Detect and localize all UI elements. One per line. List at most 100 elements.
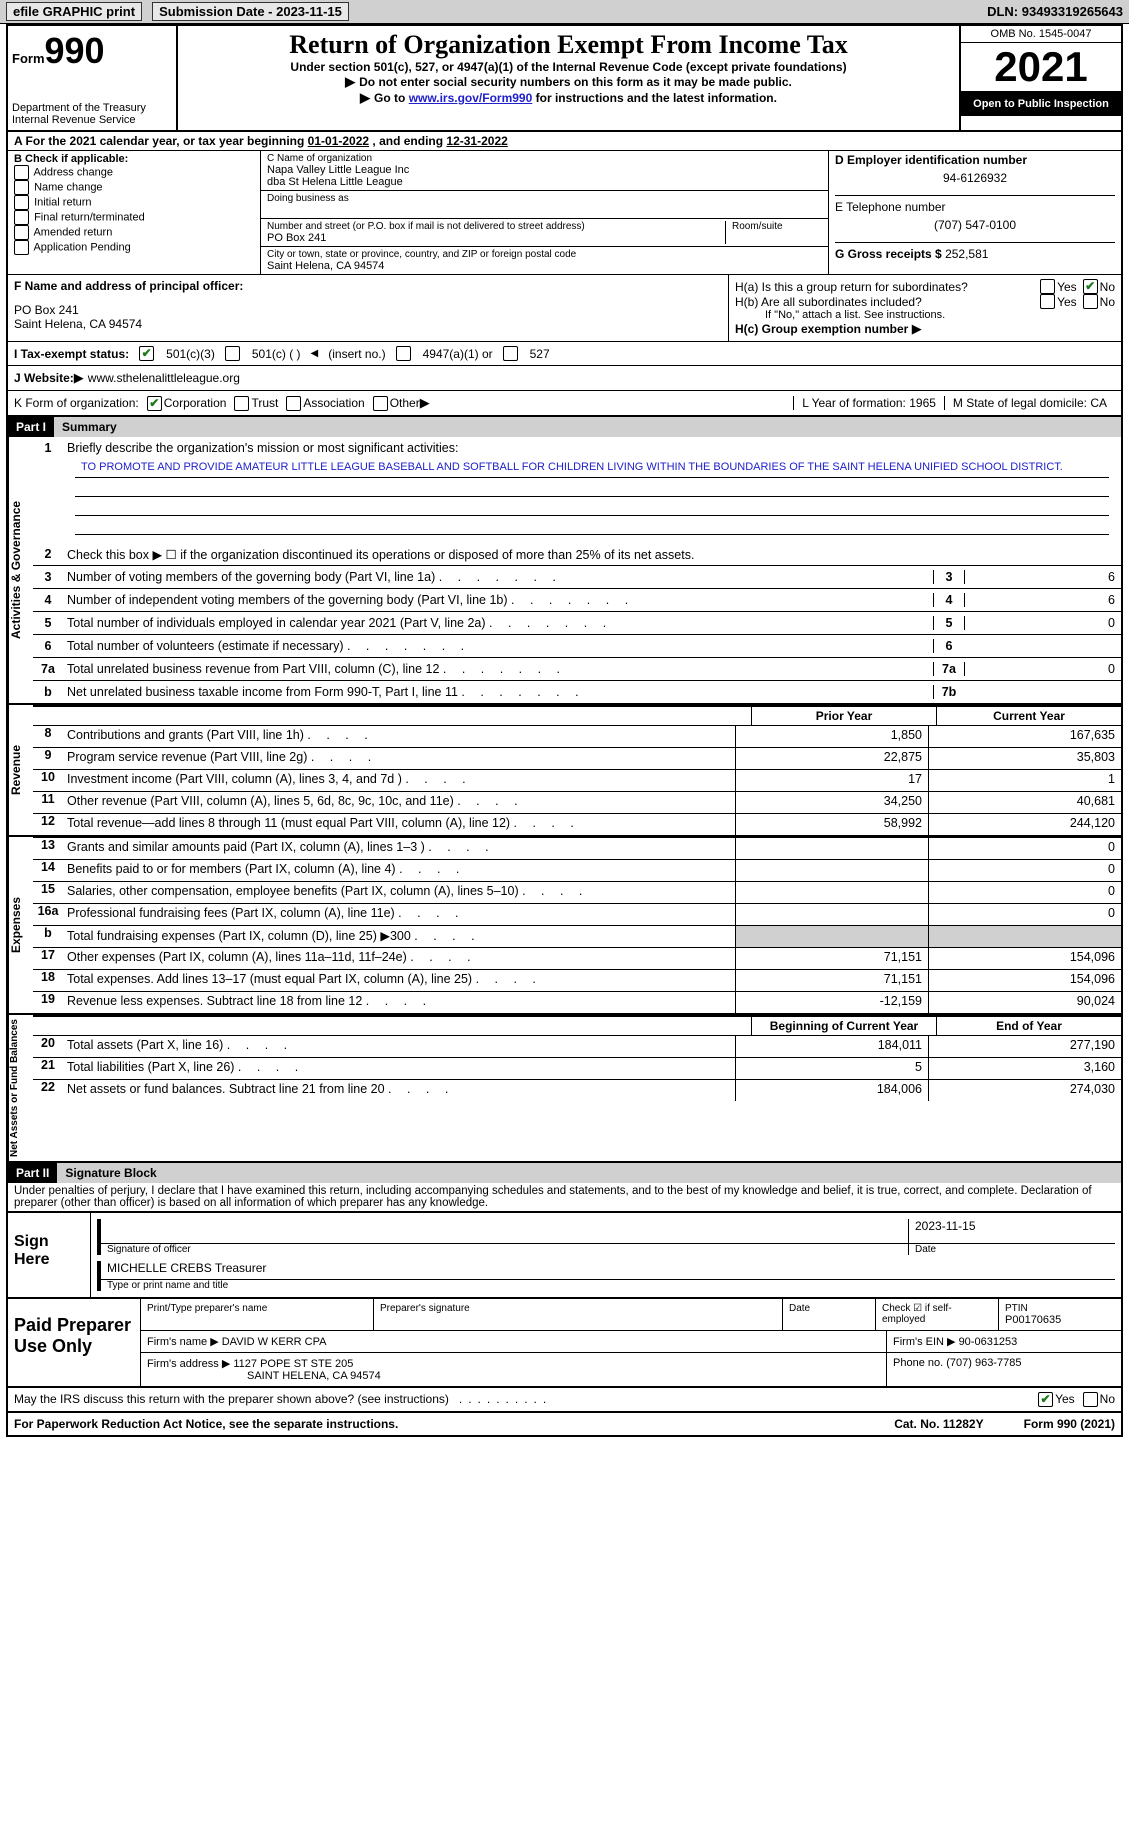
- section-revenue: Revenue Prior Year Current Year 8Contrib…: [8, 705, 1121, 837]
- mission-text: TO PROMOTE AND PROVIDE AMATEUR LITTLE LE…: [75, 459, 1109, 478]
- net-lines-container: 20Total assets (Part X, line 16) . . . .…: [33, 1035, 1121, 1101]
- addr-seg: Number and street (or P.O. box if mail i…: [261, 219, 828, 247]
- firm-phone-label: Phone no.: [893, 1357, 946, 1369]
- rowa-begin: 01-01-2022: [308, 134, 369, 148]
- part1-num: Part I: [8, 417, 54, 437]
- chk-assoc[interactable]: [286, 396, 301, 411]
- line-num: 10: [33, 770, 63, 791]
- line-desc: Grants and similar amounts paid (Part IX…: [63, 838, 735, 859]
- chk-lbl-1: Name change: [34, 181, 103, 193]
- submission-date-button[interactable]: Submission Date - 2023-11-15: [152, 2, 349, 21]
- city-seg: City or town, state or province, country…: [261, 247, 828, 274]
- officer-name-label: Type or print name and title: [97, 1280, 1115, 1291]
- line-desc: Total number of volunteers (estimate if …: [63, 637, 933, 655]
- discuss-yes[interactable]: [1038, 1392, 1053, 1407]
- chk-name-change[interactable]: Name change: [14, 180, 254, 195]
- hb-no[interactable]: [1083, 294, 1098, 309]
- ha-no[interactable]: [1083, 279, 1098, 294]
- line-num: 8: [33, 726, 63, 747]
- gov-line-7a: 7aTotal unrelated business revenue from …: [33, 657, 1121, 680]
- paid-preparer-block: Paid Preparer Use Only Print/Type prepar…: [8, 1297, 1121, 1388]
- officer-name: MICHELLE CREBS Treasurer: [97, 1261, 1115, 1280]
- form-number: Form990: [12, 30, 172, 72]
- hdr-boy: Beginning of Current Year: [751, 1017, 936, 1035]
- section-net-assets: Net Assets or Fund Balances Beginning of…: [8, 1015, 1121, 1163]
- omb-number: OMB No. 1545-0047: [961, 26, 1121, 43]
- discuss-row: May the IRS discuss this return with the…: [8, 1388, 1121, 1413]
- colb-title: B Check if applicable:: [14, 153, 254, 165]
- firm-addr-label: Firm's address ▶: [147, 1358, 233, 1370]
- data-line-13: 13Grants and similar amounts paid (Part …: [33, 837, 1121, 859]
- chk-initial-return[interactable]: Initial return: [14, 195, 254, 210]
- prep-name-label: Print/Type preparer's name: [147, 1303, 367, 1314]
- chk-lbl-0: Address change: [33, 166, 113, 178]
- col-d-right: D Employer identification number 94-6126…: [829, 151, 1121, 274]
- chk-lbl-4: Amended return: [33, 226, 112, 238]
- discuss-question: May the IRS discuss this return with the…: [14, 1392, 449, 1407]
- chk-other[interactable]: [373, 396, 388, 411]
- data-line-17: 17Other expenses (Part IX, column (A), l…: [33, 947, 1121, 969]
- chk-corp[interactable]: [147, 396, 162, 411]
- line-num: 11: [33, 792, 63, 813]
- opt-trust: Trust: [251, 396, 278, 410]
- room-label: Room/suite: [732, 221, 822, 232]
- form-990-page: Form990 Department of the Treasury Inter…: [6, 24, 1123, 1437]
- form-subtitle: Under section 501(c), 527, or 4947(a)(1)…: [182, 60, 955, 74]
- phone-value: (707) 547-0100: [835, 218, 1115, 232]
- opt-corp: Corporation: [164, 396, 227, 410]
- line-desc: Number of independent voting members of …: [63, 591, 933, 609]
- row-i-tax-status: I Tax-exempt status: 501(c)(3) 501(c) ( …: [8, 342, 1121, 366]
- footer-left: For Paperwork Reduction Act Notice, see …: [14, 1417, 398, 1431]
- chk-527[interactable]: [503, 346, 518, 361]
- paid-body: Print/Type preparer's name Preparer's si…: [141, 1299, 1121, 1386]
- box-val: 0: [964, 616, 1121, 630]
- current-val: 154,096: [928, 970, 1121, 991]
- box-val: 6: [964, 570, 1121, 584]
- prior-val: [735, 882, 928, 903]
- paid-label: Paid Preparer Use Only: [8, 1299, 141, 1386]
- current-val: 90,024: [928, 992, 1121, 1013]
- org-name-1: Napa Valley Little League Inc: [267, 164, 822, 176]
- year-formation: 1965: [909, 396, 936, 410]
- ha-yes[interactable]: [1040, 279, 1055, 294]
- firm-phone: (707) 963-7785: [946, 1357, 1021, 1369]
- chk-amended[interactable]: Amended return: [14, 225, 254, 240]
- line-num: 3: [33, 570, 63, 584]
- line-num: 18: [33, 970, 63, 991]
- opt-other: Other: [390, 396, 420, 410]
- chk-address-change[interactable]: Address change: [14, 165, 254, 180]
- form-header: Form990 Department of the Treasury Inter…: [8, 26, 1121, 132]
- data-line-21: 21Total liabilities (Part X, line 26) . …: [33, 1057, 1121, 1079]
- line-num: 22: [33, 1080, 63, 1101]
- chk-4947[interactable]: [396, 346, 411, 361]
- line-num: 17: [33, 948, 63, 969]
- chk-trust[interactable]: [234, 396, 249, 411]
- hb-yes[interactable]: [1040, 294, 1055, 309]
- line-num: 16a: [33, 904, 63, 925]
- prior-val: 22,875: [735, 748, 928, 769]
- chk-final-return[interactable]: Final return/terminated: [14, 210, 254, 225]
- current-val: 3,160: [928, 1058, 1121, 1079]
- line-num: 15: [33, 882, 63, 903]
- chk-pending[interactable]: Application Pending: [14, 240, 254, 255]
- gov-line-5: 5Total number of individuals employed in…: [33, 611, 1121, 634]
- org-name-seg: C Name of organization Napa Valley Littl…: [261, 151, 828, 191]
- chk-501c[interactable]: [225, 346, 240, 361]
- discuss-no[interactable]: [1083, 1392, 1098, 1407]
- sign-here-block: Sign Here 2023-11-15 Signature of office…: [8, 1212, 1121, 1297]
- sign-date: 2023-11-15: [908, 1219, 1115, 1243]
- warn2-pre: Go to: [374, 91, 409, 105]
- warn-ssn: ▶Do not enter social security numbers on…: [182, 74, 955, 90]
- self-employed-check[interactable]: Check ☑ if self-employed: [876, 1299, 999, 1330]
- footer-mid: Cat. No. 11282Y: [894, 1417, 983, 1431]
- rowj-label: J Website:: [14, 371, 74, 385]
- chk-lbl-3: Final return/terminated: [34, 211, 145, 223]
- efile-print-button[interactable]: efile GRAPHIC print: [6, 2, 142, 21]
- data-line-11: 11Other revenue (Part VIII, column (A), …: [33, 791, 1121, 813]
- chk-501c3[interactable]: [139, 346, 154, 361]
- year-formation-label: L Year of formation:: [802, 396, 909, 410]
- rowk-label: K Form of organization:: [14, 396, 139, 410]
- dln-value: 93493319265643: [1022, 4, 1123, 19]
- irs-link[interactable]: www.irs.gov/Form990: [409, 91, 533, 105]
- hdr-current-year: Current Year: [936, 707, 1121, 725]
